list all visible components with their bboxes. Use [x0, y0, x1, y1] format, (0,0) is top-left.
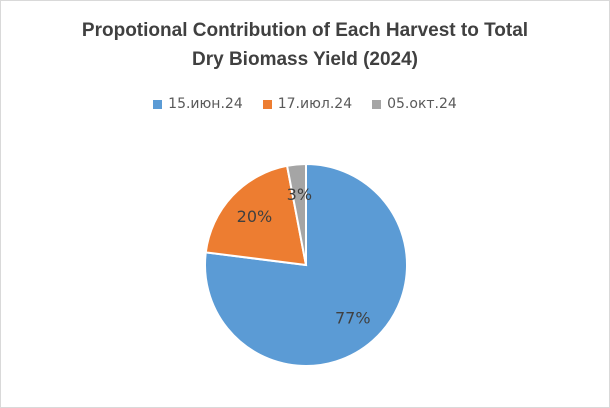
pie-data-label-2: 20%	[237, 207, 273, 226]
chart-legend: 15.июн.24 17.июл.24 05.окт.24	[1, 96, 609, 112]
pie-data-labels: 77% 20% 3%	[237, 185, 371, 327]
legend-label-3: 05.окт.24	[387, 96, 457, 112]
legend-label-2: 17.июл.24	[277, 96, 353, 112]
legend-swatch-2	[262, 99, 272, 109]
pie-data-label-3: 3%	[287, 185, 312, 204]
chart-title-line-2: Dry Biomass Yield (2024)	[192, 49, 418, 70]
pie-slice-2[interactable]	[204, 164, 308, 267]
legend-label-1: 15.июн.24	[168, 96, 243, 112]
chart-title: Propotional Contribution of Each Harvest…	[1, 16, 609, 74]
legend-swatch-1	[153, 99, 163, 109]
legend-entry-3[interactable]: 05.окт.24	[372, 96, 457, 112]
pie-data-label-1: 77%	[335, 309, 371, 328]
chart-title-line-1: Propotional Contribution of Each Harvest…	[81, 20, 529, 41]
legend-entry-1[interactable]: 15.июн.24	[153, 96, 243, 112]
pie-slice-3[interactable]	[285, 162, 307, 266]
legend-swatch-3	[372, 99, 382, 109]
legend-entry-2[interactable]: 17.июл.24	[262, 96, 353, 112]
pie-slices	[204, 162, 408, 367]
